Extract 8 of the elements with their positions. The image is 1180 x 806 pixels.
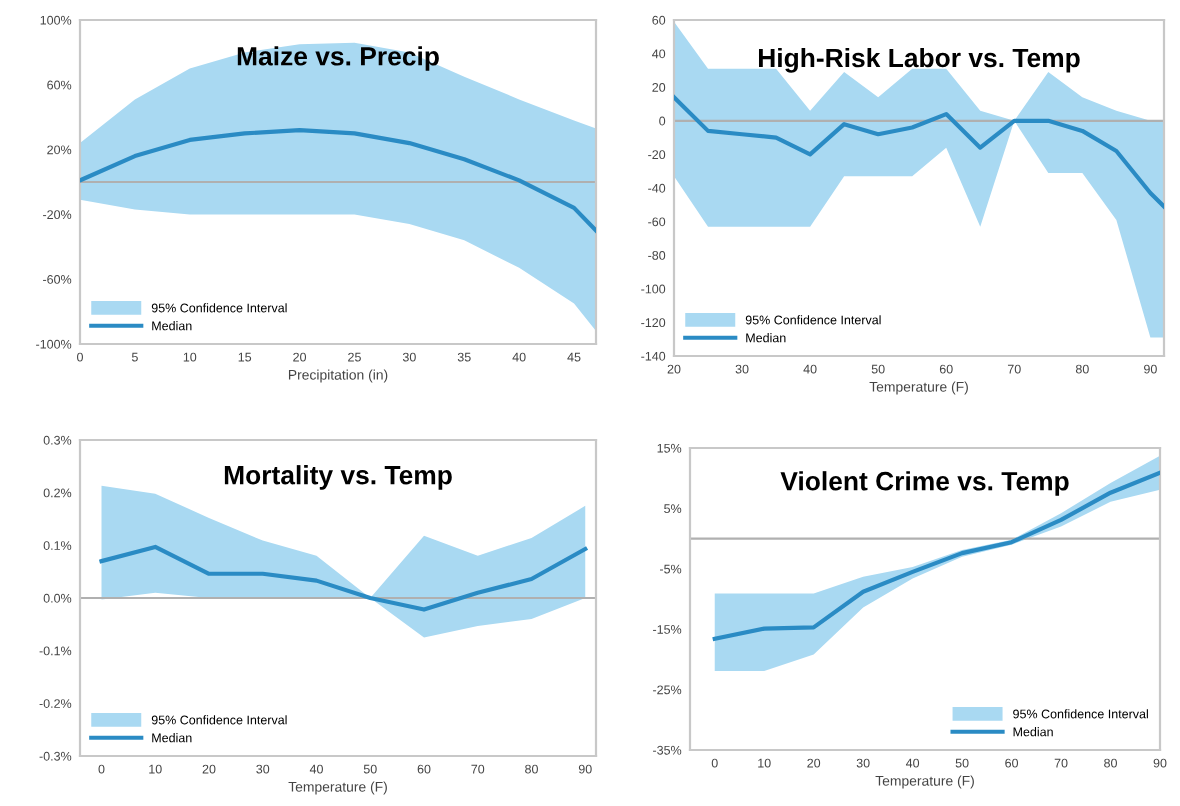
text: Mortality vs. Temp [224, 465, 452, 490]
line-series [712, 470, 1160, 641]
text: Violent Crime vs. Temp [780, 471, 1069, 496]
line-series [80, 128, 596, 233]
line-series [674, 95, 1164, 209]
text: Maize vs. Precip [237, 46, 439, 71]
text: High-Risk Labor vs. Temp [758, 47, 1080, 73]
line-series [99, 544, 588, 612]
